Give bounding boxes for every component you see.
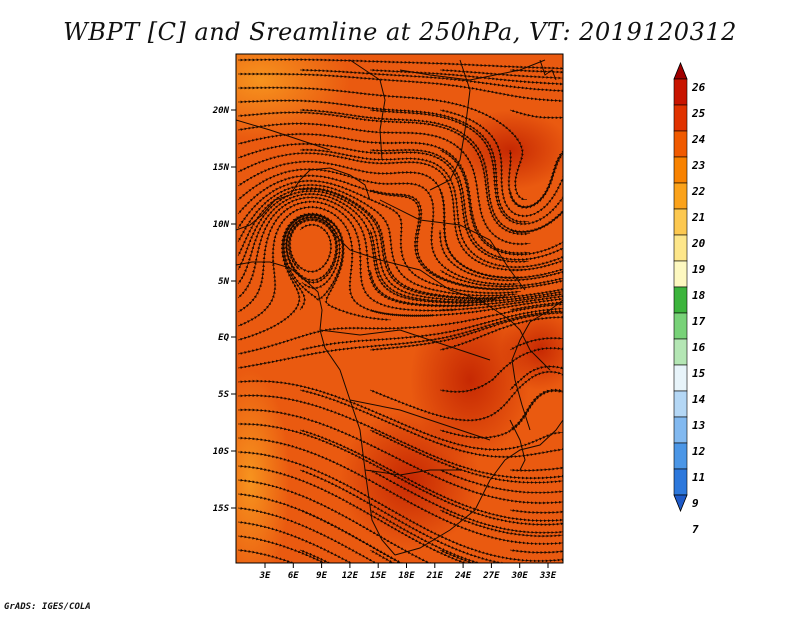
colorbar-label: 25: [691, 107, 706, 120]
colorbar-segment: [673, 182, 688, 210]
map-title: WBPT [C] and Sreamline at 250hPa, VT: 20…: [63, 18, 737, 46]
colorbar-segment: [673, 260, 688, 288]
streamline: [509, 365, 563, 391]
lon-tick-label: 33E: [539, 571, 557, 581]
colorbar-segment: [673, 312, 688, 340]
streamline: [509, 336, 563, 351]
streamline: [509, 549, 563, 554]
colorbar-segment: [673, 208, 688, 236]
lon-tick-label: 30E: [511, 571, 529, 581]
streamline: [439, 509, 563, 538]
colorbar-segment: [673, 130, 688, 158]
colorbar-segment: [673, 416, 688, 444]
colorbar-segment: [673, 390, 688, 418]
colorbar-label: 14: [692, 393, 706, 406]
streamline: [509, 466, 563, 472]
colorbar-label: 12: [692, 445, 706, 458]
colorbar-top-arrow: [673, 61, 688, 80]
lat-tick-label: 10N: [213, 220, 230, 230]
lat-tick-label: 5S: [218, 390, 229, 400]
streamline: [299, 549, 338, 563]
colorbar-label: 26: [691, 81, 706, 94]
colorbar-label: 23: [691, 159, 706, 172]
lon-tick-label: 9E: [316, 571, 327, 581]
colorbar-label: 21: [691, 211, 705, 224]
colorbar-label: 13: [692, 419, 706, 432]
lat-tick-label: 15S: [213, 504, 230, 514]
map-panel: [236, 54, 563, 563]
colorbar-segment: [673, 234, 688, 262]
streamline: [439, 68, 563, 80]
colorbar-segment: [673, 286, 688, 314]
lon-tick-label: 12E: [342, 571, 359, 581]
lat-tick-label: 20N: [212, 106, 230, 116]
streamline: [369, 509, 507, 563]
lon-tick-label: 21E: [426, 571, 444, 581]
lon-tick-label: 15E: [370, 571, 387, 581]
colorbar-segment: [673, 364, 688, 392]
coastlines: [236, 59, 563, 556]
streamline: [509, 147, 563, 209]
streamline: [237, 548, 305, 563]
lon-tick-label: 27E: [482, 571, 500, 581]
colorbar-bottom-arrow: [673, 494, 688, 513]
map-frame: [235, 53, 564, 564]
lon-tick-label: 6E: [288, 571, 299, 581]
credit-text: GrADS: IGES/COLA: [4, 602, 91, 612]
lon-tick-label: 3E: [259, 571, 271, 581]
longitude-axis: 3E 6E 9E 12E 15E 18E 21E 24E 27E 30E 33E: [259, 563, 557, 581]
streamline: [369, 549, 403, 563]
colorbar-label: 7: [692, 523, 699, 536]
colorbar-label: 17: [692, 315, 706, 328]
colorbar-label: 9: [692, 497, 699, 510]
colorbar-segment: [673, 468, 688, 496]
lat-tick-label: 10S: [213, 447, 230, 457]
streamline: [439, 315, 563, 351]
colorbar-label: 11: [692, 471, 705, 484]
latitude-axis: 20N 15N 10N 5N EQ 5S 10S 15S: [212, 106, 236, 514]
colorbar-label: 19: [692, 263, 706, 276]
streamline: [509, 109, 563, 120]
colorbar: 26 25 24 23 22 21 20 19 18 17 16 15 14 13 12 11 9 7: [673, 61, 706, 536]
colorbar-label: 24: [691, 133, 706, 146]
lat-tick-label: 5N: [218, 277, 229, 287]
streamline: [509, 207, 563, 234]
lon-tick-label: 24E: [454, 571, 472, 581]
streamline: [281, 213, 345, 311]
colorbar-label: 22: [691, 185, 706, 198]
colorbar-segment: [673, 442, 688, 470]
colorbar-segment: [673, 338, 688, 366]
streamline: [238, 58, 563, 70]
colorbar-label: 18: [692, 289, 706, 302]
streamline: [509, 388, 563, 431]
streamline: [509, 259, 563, 272]
streamline: [509, 509, 563, 515]
lat-tick-label: 15N: [213, 163, 230, 173]
lon-tick-label: 18E: [398, 571, 415, 581]
colorbar-segment: [673, 156, 688, 184]
colorbar-label: 20: [691, 237, 706, 250]
streamline: [439, 269, 563, 288]
streamlines: [237, 58, 563, 563]
streamline: [439, 469, 563, 495]
lat-tick-label: EQ: [218, 333, 229, 343]
colorbar-label: 15: [692, 367, 706, 380]
colorbar-segment: [673, 104, 688, 132]
streamline: [439, 549, 495, 563]
colorbar-segment: [673, 78, 688, 106]
colorbar-label: 16: [692, 341, 706, 354]
